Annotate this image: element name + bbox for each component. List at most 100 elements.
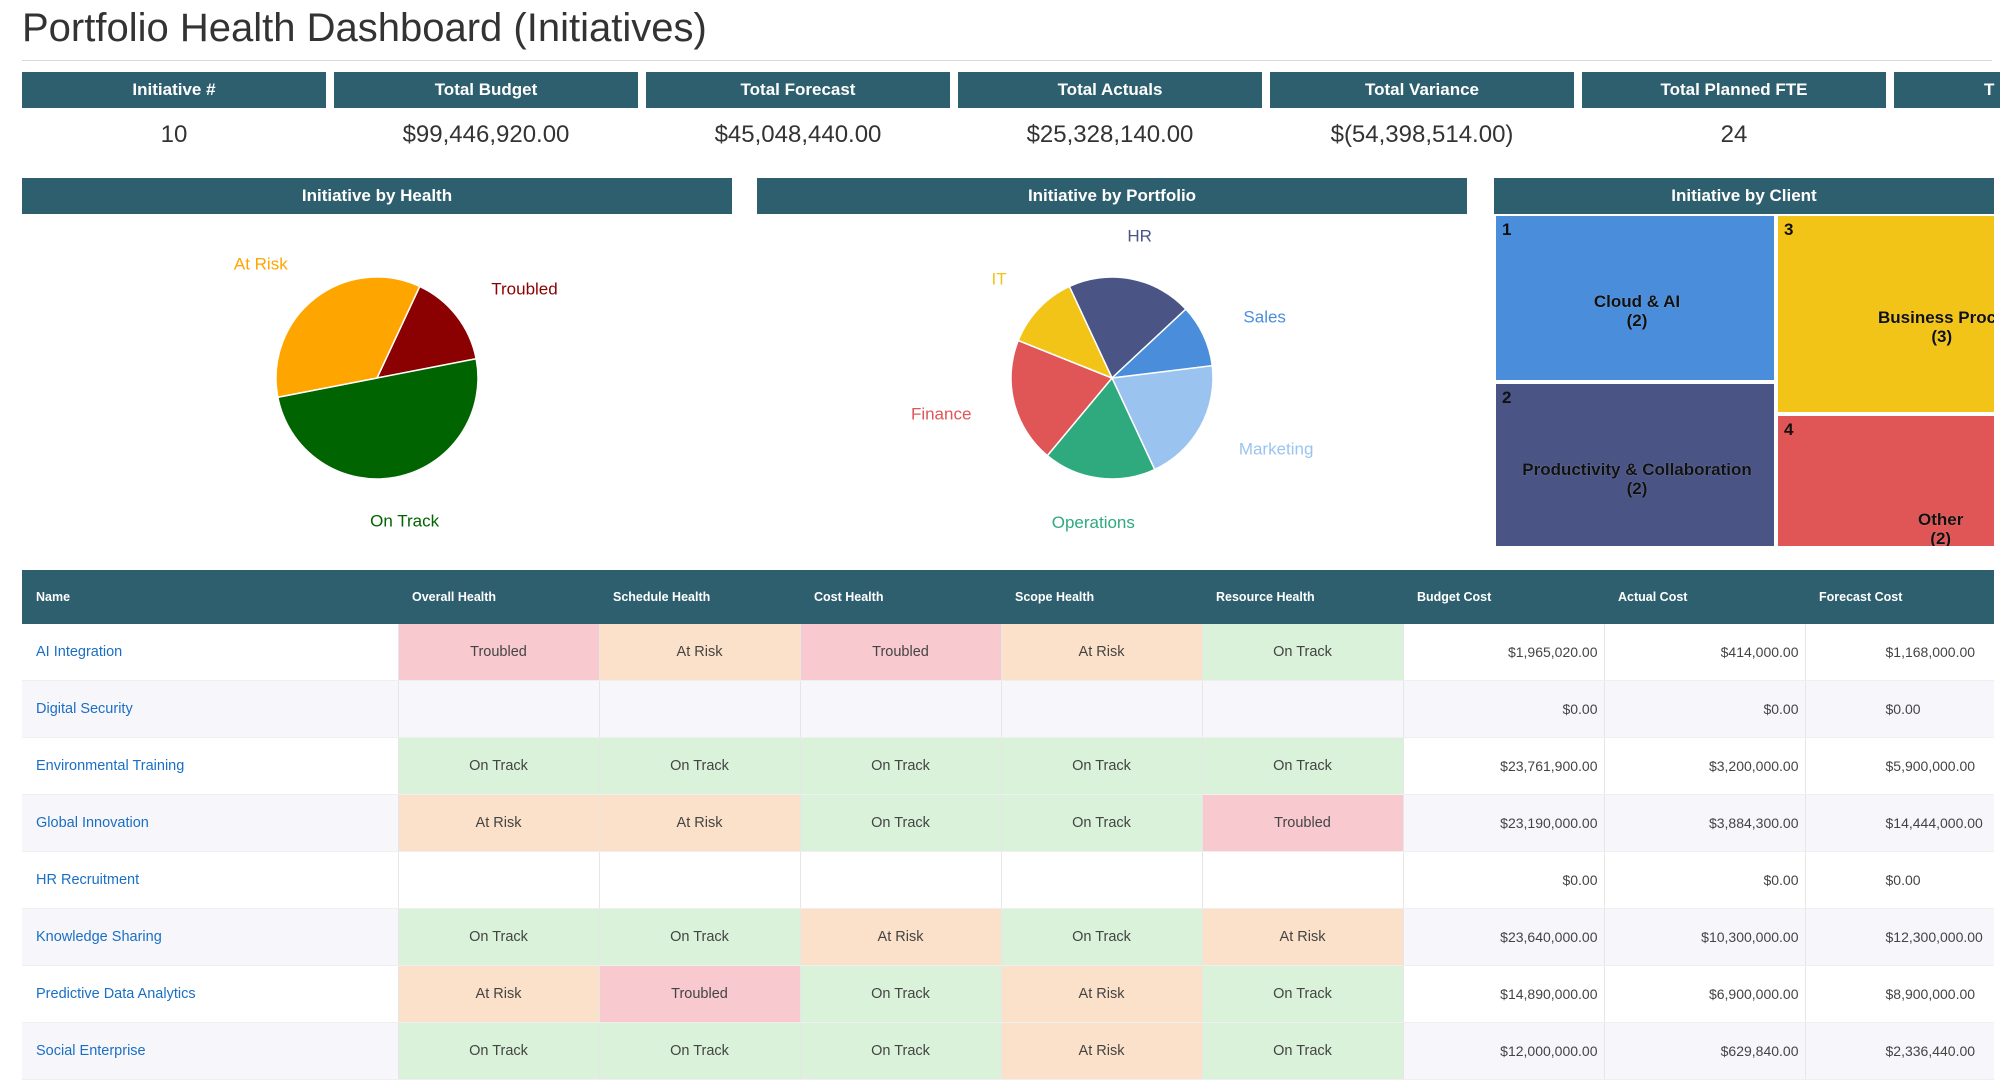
kpi-value: $25,328,140.00 (1026, 121, 1194, 148)
cost-health-cell: On Track (800, 965, 1002, 1023)
pie-slice-troubled[interactable] (375, 285, 478, 380)
scope-health-cell: On Track (1001, 908, 1203, 966)
budget-cost-cell: $23,190,000.00 (1403, 794, 1605, 852)
initiative-name-link[interactable]: Environmental Training (22, 737, 399, 795)
budget-cost-cell: $14,890,000.00 (1403, 965, 1605, 1023)
schedule-health-cell: On Track (599, 1022, 801, 1080)
portfolio-pie-chart: HR Sales Marketing Operations Finance IT (911, 227, 1314, 532)
scope-health-cell (1001, 851, 1203, 909)
pie-label-hr: HR (1127, 227, 1152, 246)
treemap-tile-productivity[interactable]: 2 Productivity & Collaboration (2) (1494, 382, 1776, 546)
overall-health-cell: On Track (398, 737, 600, 795)
initiative-name-link[interactable]: HR Recruitment (22, 851, 399, 909)
kpi-value: $99,446,920.00 (402, 121, 570, 148)
treemap-tile-other[interactable]: 4 Other (2) (1776, 414, 1994, 546)
actual-cost-cell: $629,840.00 (1604, 1022, 1806, 1080)
pie-label-it: IT (992, 269, 1007, 288)
scope-health-cell: At Risk (1001, 965, 1203, 1023)
kpi-label: Total Actuals (958, 72, 1262, 108)
actual-cost-cell: $0.00 (1604, 851, 1806, 909)
column-header-forecast-cost[interactable]: Forecast Cost (1805, 570, 1994, 624)
column-header-name[interactable]: Name (22, 570, 398, 624)
column-header-schedule-health[interactable]: Schedule Health (599, 570, 800, 624)
column-header-cost-health[interactable]: Cost Health (800, 570, 1001, 624)
resource-health-cell: On Track (1202, 624, 1404, 681)
treemap-tile-business-process[interactable]: 3 Business Proce (3) (1776, 214, 1994, 414)
overall-health-cell: On Track (398, 908, 600, 966)
table-row[interactable]: HR Recruitment $0.00 $0.00 $0.00 (22, 851, 1994, 909)
pie-slice-hr[interactable] (1068, 276, 1187, 380)
kpi-strip: Initiative # 10 Total Budget $99,446,920… (22, 72, 2000, 162)
budget-cost-cell: $23,761,900.00 (1403, 737, 1605, 795)
resource-health-cell: Troubled (1202, 794, 1404, 852)
kpi-value: $45,048,440.00 (714, 121, 882, 148)
treemap-tile-cloud-ai[interactable]: 1 Cloud & AI (2) (1494, 214, 1776, 382)
page-title: Portfolio Health Dashboard (Initiatives) (22, 6, 707, 50)
table-row[interactable]: Social Enterprise On Track On Track On Trac… (22, 1022, 1994, 1080)
kpi-initiative-count: Initiative # 10 (22, 72, 326, 162)
resource-health-cell: On Track (1202, 965, 1404, 1023)
schedule-health-cell: On Track (599, 908, 801, 966)
resource-health-cell (1202, 680, 1404, 738)
kpi-value: 24 (1720, 121, 1748, 148)
initiative-name-link[interactable]: Predictive Data Analytics (22, 965, 399, 1023)
forecast-cost-cell: $8,900,000.00 (1805, 965, 1994, 1023)
pie-slice-operations[interactable] (1046, 376, 1156, 480)
pie-slice-at-risk[interactable] (275, 276, 421, 399)
initiatives-table: Name Overall Health Schedule Health Cost… (22, 570, 1994, 1080)
pie-slice-finance[interactable] (1010, 339, 1114, 457)
column-header-scope-health[interactable]: Scope Health (1001, 570, 1202, 624)
kpi-label: Total Planned FTE (1582, 72, 1886, 108)
forecast-cost-cell: $1,168,000.00 (1805, 624, 1994, 681)
actual-cost-cell: $3,200,000.00 (1604, 737, 1806, 795)
pie-slice-on-track[interactable] (276, 357, 479, 480)
overall-health-cell (398, 680, 600, 738)
schedule-health-cell: At Risk (599, 794, 801, 852)
column-header-actual-cost[interactable]: Actual Cost (1604, 570, 1805, 624)
pie-slice-it[interactable] (1017, 285, 1114, 380)
tile-label: Other (2) (1918, 510, 1963, 546)
kpi-total-planned-fte: Total Planned FTE 24 (1582, 72, 1886, 162)
forecast-cost-cell: $2,336,440.00 (1805, 1022, 1994, 1080)
initiative-name-link[interactable]: AI Integration (22, 624, 399, 681)
table-row[interactable]: Knowledge Sharing On Track On Track At Risk… (22, 908, 1994, 966)
pie-label-operations: Operations (1052, 513, 1135, 532)
scope-health-cell: At Risk (1001, 624, 1203, 681)
table-row[interactable]: Digital Security $0.00 $0.00 $0.00 (22, 680, 1994, 738)
tile-label: Cloud & AI (2) (1496, 292, 1778, 330)
column-header-resource-health[interactable]: Resource Health (1202, 570, 1403, 624)
cost-health-cell: Troubled (800, 624, 1002, 681)
initiative-name-link[interactable]: Global Innovation (22, 794, 399, 852)
column-header-budget-cost[interactable]: Budget Cost (1403, 570, 1604, 624)
forecast-cost-cell: $12,300,000.00 (1805, 908, 1994, 966)
pie-label-sales: Sales (1243, 308, 1286, 327)
schedule-health-cell: On Track (599, 737, 801, 795)
tile-number: 3 (1784, 220, 1794, 239)
kpi-value (1894, 108, 2000, 162)
panel-header-health: Initiative by Health (22, 178, 732, 214)
resource-health-cell: At Risk (1202, 908, 1404, 966)
title-divider (22, 60, 1992, 61)
table-row[interactable]: Global Innovation At Risk At Risk On Track O… (22, 794, 1994, 852)
kpi-total-actuals: Total Actuals $25,328,140.00 (958, 72, 1262, 162)
pie-slice-marketing[interactable] (1110, 364, 1214, 471)
budget-cost-cell: $12,000,000.00 (1403, 1022, 1605, 1080)
column-header-overall-health[interactable]: Overall Health (398, 570, 599, 624)
forecast-cost-cell: $14,444,000.00 (1805, 794, 1994, 852)
tile-count: (2) (1626, 311, 1648, 330)
initiative-name-link[interactable]: Knowledge Sharing (22, 908, 399, 966)
panel-header-portfolio: Initiative by Portfolio (757, 178, 1467, 214)
table-row[interactable]: AI Integration Troubled At Risk Troubled At … (22, 624, 1994, 681)
pie-label-at-risk: At Risk (234, 255, 288, 274)
schedule-health-cell: Troubled (599, 965, 801, 1023)
tile-count: (3) (1931, 327, 1953, 346)
schedule-health-cell: At Risk (599, 624, 801, 681)
tile-count: (2) (1626, 479, 1648, 498)
scope-health-cell (1001, 680, 1203, 738)
initiative-name-link[interactable]: Digital Security (22, 680, 399, 738)
forecast-cost-cell: $5,900,000.00 (1805, 737, 1994, 795)
table-row[interactable]: Predictive Data Analytics At Risk Troubled… (22, 965, 1994, 1023)
panel-header-client: Initiative by Client (1494, 178, 1994, 214)
initiative-name-link[interactable]: Social Enterprise (22, 1022, 399, 1080)
table-row[interactable]: Environmental Training On Track On Track On… (22, 737, 1994, 795)
